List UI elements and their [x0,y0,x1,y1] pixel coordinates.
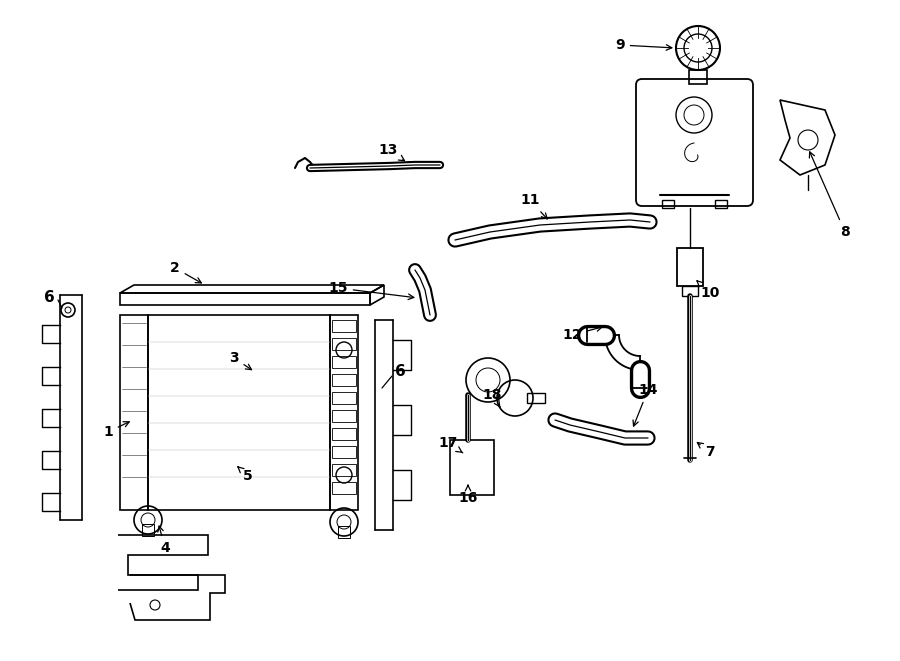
Bar [148,315,330,510]
Text: 7: 7 [698,442,715,459]
Bar [332,356,356,368]
Text: 16: 16 [458,485,478,505]
Bar [332,482,356,494]
Text: 6: 6 [394,364,405,379]
Text: 15: 15 [328,281,414,299]
Text: 3: 3 [230,351,251,369]
Text: 13: 13 [378,143,404,161]
Bar [332,428,356,440]
Text: 5: 5 [238,467,253,483]
Bar [715,200,727,208]
Text: 17: 17 [438,436,463,453]
Bar [689,70,707,84]
Text: 12: 12 [562,326,602,342]
Bar [142,524,154,536]
Bar [332,338,356,350]
Text: 11: 11 [520,193,547,219]
Bar [332,374,356,386]
Bar [332,320,356,332]
Text: 10: 10 [697,281,720,300]
Text: 4: 4 [158,526,170,555]
Bar [450,440,494,495]
Text: 2: 2 [170,261,202,283]
Bar [527,393,545,403]
Bar [332,392,356,404]
Bar [662,200,674,208]
Bar [120,293,370,305]
Text: 9: 9 [616,38,671,52]
Bar [332,446,356,458]
Bar [330,315,358,510]
Bar [332,410,356,422]
Text: 14: 14 [633,383,658,426]
Bar [677,248,703,286]
Bar [338,526,350,538]
Bar [682,286,698,296]
Text: 1: 1 [104,422,130,439]
Text: 6: 6 [43,290,54,305]
Text: 18: 18 [482,388,502,407]
Bar [332,464,356,476]
Bar [120,315,148,510]
Text: 8: 8 [809,152,850,239]
